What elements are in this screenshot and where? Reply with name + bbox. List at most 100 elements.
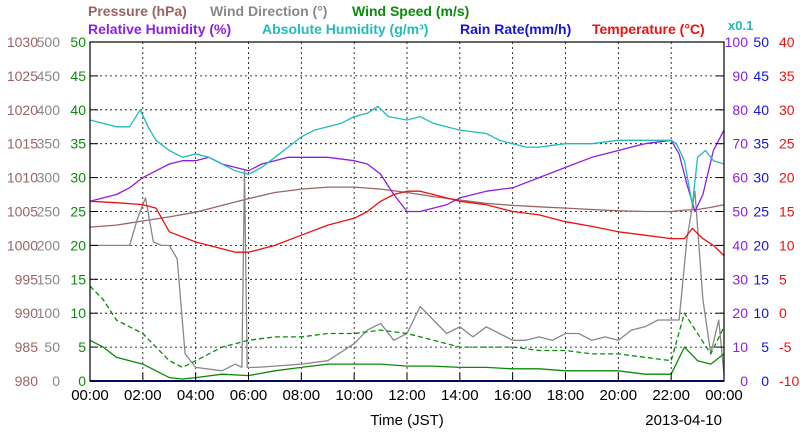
y-tick-label-rain-rate: 15 bbox=[753, 271, 769, 287]
y-tick-label-humidity: 60 bbox=[732, 170, 748, 186]
y-tick-label-humidity: 10 bbox=[732, 339, 748, 355]
y-tick-label-rain-rate: 50 bbox=[753, 34, 769, 50]
y-tick-label-temperature: 40 bbox=[779, 34, 795, 50]
y-tick-label-wind-speed: 25 bbox=[70, 204, 86, 220]
legend-relative-humidity: Relative Humidity (%) bbox=[88, 21, 231, 37]
y-tick-label-rain-rate: 5 bbox=[761, 339, 769, 355]
x-tick-label: 20:00 bbox=[600, 387, 638, 404]
y-tick-label-humidity: 30 bbox=[732, 271, 748, 287]
series-line-wind-speed bbox=[89, 339, 725, 380]
legend-wind-speed: Wind Speed (m/s) bbox=[352, 3, 469, 19]
y-tick-label-wind-speed: 50 bbox=[70, 34, 86, 50]
y-tick-label-wind-direction: 150 bbox=[37, 271, 61, 287]
y-tick-label-humidity: 100 bbox=[725, 34, 749, 50]
y-tick-label-pressure: 1025 bbox=[7, 68, 38, 84]
y-tick-label-pressure: 980 bbox=[15, 373, 39, 389]
y-tick-label-wind-direction: 250 bbox=[37, 204, 61, 220]
y-tick-label-temperature: 15 bbox=[779, 204, 795, 220]
series-line-relative-humidity bbox=[89, 129, 725, 213]
y-tick-label-pressure: 995 bbox=[15, 271, 39, 287]
y-tick-label-temperature: 0 bbox=[779, 305, 787, 321]
y-tick-label-pressure: 1020 bbox=[7, 102, 38, 118]
y-tick-label-rain-rate: 20 bbox=[753, 237, 769, 253]
y-tick-label-humidity: 80 bbox=[732, 102, 748, 118]
y-tick-label-rain-rate: 35 bbox=[753, 136, 769, 152]
date-label: 2013-04-10 bbox=[645, 412, 722, 429]
y-tick-label-pressure: 1005 bbox=[7, 204, 38, 220]
x-tick-label: 10:00 bbox=[335, 387, 373, 404]
y-tick-label-wind-speed: 5 bbox=[78, 339, 86, 355]
y-tick-label-pressure: 1010 bbox=[7, 170, 38, 186]
y-tick-label-wind-speed: 10 bbox=[70, 305, 86, 321]
y-tick-label-wind-speed: 40 bbox=[70, 102, 86, 118]
y-tick-label-wind-direction: 300 bbox=[37, 170, 61, 186]
legend-temperature: Temperature (°C) bbox=[592, 21, 705, 37]
y-tick-label-pressure: 1015 bbox=[7, 136, 38, 152]
y-tick-label-wind-direction: 50 bbox=[44, 339, 60, 355]
y-tick-label-temperature: -5 bbox=[779, 339, 792, 355]
x-axis-label: Time (JST) bbox=[370, 412, 444, 429]
legend-multiplier: x0.1 bbox=[728, 18, 753, 33]
y-tick-label-wind-speed: 35 bbox=[70, 136, 86, 152]
y-tick-label-humidity: 0 bbox=[740, 373, 748, 389]
gridlines bbox=[90, 42, 724, 381]
y-tick-label-pressure: 1030 bbox=[7, 34, 38, 50]
y-tick-label-wind-direction: 350 bbox=[37, 136, 61, 152]
y-tick-label-wind-speed: 20 bbox=[70, 237, 86, 253]
y-tick-label-wind-direction: 500 bbox=[37, 34, 61, 50]
series-line-wind-speed-gust bbox=[89, 285, 725, 369]
y-tick-label-pressure: 1000 bbox=[7, 237, 38, 253]
x-tick-label: 18:00 bbox=[547, 387, 585, 404]
x-tick-label: 04:00 bbox=[177, 387, 215, 404]
y-tick-label-temperature: 30 bbox=[779, 102, 795, 118]
legend-rain-rate: Rain Rate(mm/h) bbox=[460, 21, 571, 37]
y-tick-label-pressure: 990 bbox=[15, 305, 39, 321]
x-tick-label: 16:00 bbox=[494, 387, 532, 404]
y-tick-label-rain-rate: 40 bbox=[753, 102, 769, 118]
y-tick-label-temperature: 25 bbox=[779, 136, 795, 152]
y-tick-label-wind-speed: 30 bbox=[70, 170, 86, 186]
x-tick-label: 00:00 bbox=[71, 387, 109, 404]
axes: 00:00 02:00 04:00 06:00 08:00 10:00 12:00 14:00… bbox=[7, 34, 800, 404]
y-tick-label-wind-direction: 0 bbox=[52, 373, 60, 389]
y-tick-label-humidity: 50 bbox=[732, 204, 748, 220]
y-tick-label-rain-rate: 25 bbox=[753, 204, 769, 220]
series-line-absolute-humidity bbox=[89, 105, 725, 206]
x-tick-label: 02:00 bbox=[124, 387, 162, 404]
series-line-pressure bbox=[89, 186, 725, 228]
y-tick-label-temperature: 35 bbox=[779, 68, 795, 84]
y-tick-label-temperature: 10 bbox=[779, 237, 795, 253]
y-tick-label-wind-speed: 0 bbox=[78, 373, 86, 389]
x-tick-label: 06:00 bbox=[230, 387, 268, 404]
y-tick-label-wind-direction: 100 bbox=[37, 305, 61, 321]
y-tick-label-wind-speed: 15 bbox=[70, 271, 86, 287]
y-tick-label-temperature: 5 bbox=[779, 271, 787, 287]
y-tick-label-humidity: 90 bbox=[732, 68, 748, 84]
y-tick-label-wind-direction: 400 bbox=[37, 102, 61, 118]
series-line-wind-direction bbox=[90, 170, 725, 375]
y-tick-label-wind-speed: 45 bbox=[70, 68, 86, 84]
y-tick-label-temperature: 20 bbox=[779, 170, 795, 186]
y-tick-label-humidity: 20 bbox=[732, 305, 748, 321]
x-tick-label: 22:00 bbox=[652, 387, 690, 404]
x-tick-label: 14:00 bbox=[441, 387, 479, 404]
y-tick-label-humidity: 40 bbox=[732, 237, 748, 253]
legend-absolute-humidity: Absolute Humidity (g/m³) bbox=[262, 21, 428, 37]
series-line-temperature bbox=[89, 190, 725, 257]
y-tick-label-rain-rate: 45 bbox=[753, 68, 769, 84]
x-tick-label: 00:00 bbox=[705, 387, 743, 404]
legend-wind-direction: Wind Direction (°) bbox=[210, 3, 327, 19]
y-tick-label-temperature: -10 bbox=[779, 373, 799, 389]
y-tick-label-pressure: 985 bbox=[15, 339, 39, 355]
y-tick-label-wind-direction: 200 bbox=[37, 237, 61, 253]
legend-pressure: Pressure (hPa) bbox=[88, 3, 187, 19]
y-tick-label-wind-direction: 450 bbox=[37, 68, 61, 84]
y-tick-label-rain-rate: 30 bbox=[753, 170, 769, 186]
y-tick-label-rain-rate: 0 bbox=[761, 373, 769, 389]
y-tick-label-humidity: 70 bbox=[732, 136, 748, 152]
x-tick-label: 12:00 bbox=[388, 387, 426, 404]
x-tick-label: 08:00 bbox=[283, 387, 321, 404]
y-tick-label-rain-rate: 10 bbox=[753, 305, 769, 321]
